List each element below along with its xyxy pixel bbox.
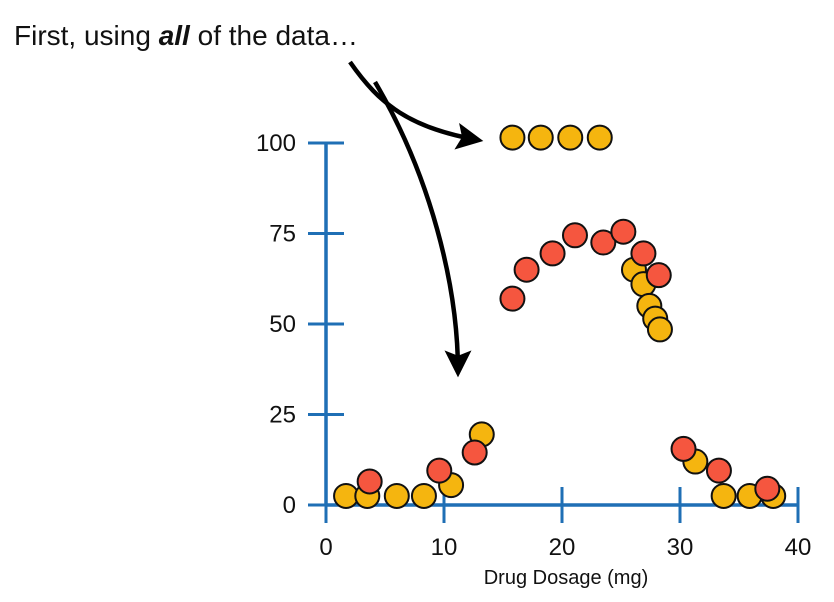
red-data-point — [513, 256, 540, 283]
x-tick-label: 40 — [785, 534, 812, 561]
y-tick-label: 0 — [283, 492, 296, 519]
orange-data-point — [557, 124, 584, 151]
arrow-to-low-cluster — [373, 80, 472, 378]
red-data-point — [356, 468, 383, 495]
x-tick-label: 10 — [431, 534, 458, 561]
caption-prefix: First, using — [14, 20, 159, 51]
orange-data-point — [499, 124, 526, 151]
orange-data-point — [527, 124, 554, 151]
orange-data-point — [383, 482, 410, 509]
red-data-point — [645, 262, 672, 289]
red-data-point — [705, 457, 732, 484]
red-data-point — [630, 240, 657, 267]
orange-data-point — [646, 316, 673, 343]
orange-data-point — [710, 482, 737, 509]
red-data-point — [561, 222, 588, 249]
red-data-point — [499, 285, 526, 312]
orange-data-point — [586, 124, 613, 151]
x-tick-label: 30 — [667, 534, 694, 561]
caption-emphasis: all — [158, 20, 190, 51]
red-data-point — [610, 218, 637, 245]
caption-suffix: of the data… — [189, 20, 358, 51]
red-data-point — [754, 475, 781, 502]
x-axis-label: Drug Dosage (mg) — [484, 567, 649, 589]
arrow-to-top-cluster — [348, 60, 484, 150]
y-tick-label: 75 — [269, 221, 296, 248]
orange-data-point — [410, 482, 437, 509]
caption: First, using all of the data… — [14, 20, 358, 52]
red-data-point — [426, 457, 453, 484]
red-data-point — [461, 439, 488, 466]
red-data-point — [590, 229, 617, 256]
y-tick-label: 50 — [269, 311, 296, 338]
y-tick-label: 25 — [269, 402, 296, 429]
x-tick-label: 0 — [319, 534, 332, 561]
y-tick-label: 100 — [256, 130, 296, 157]
red-data-point — [670, 435, 697, 462]
x-tick-label: 20 — [549, 534, 576, 561]
red-data-point — [539, 240, 566, 267]
